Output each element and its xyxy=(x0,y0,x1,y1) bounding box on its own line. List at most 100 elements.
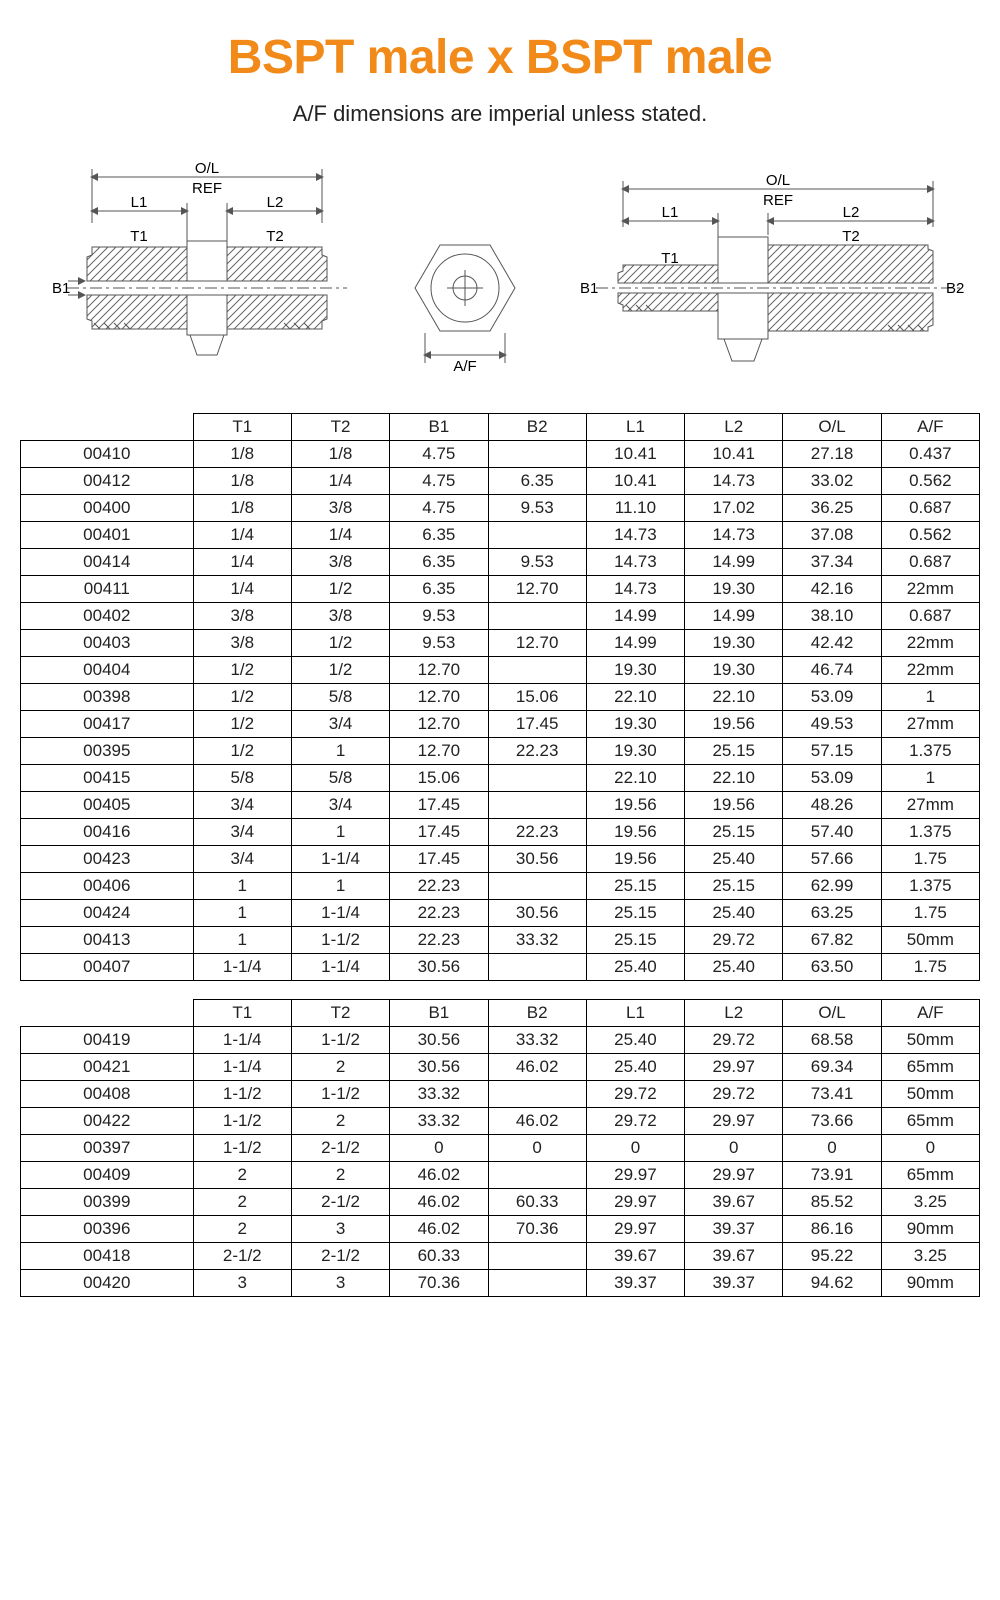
spec-cell: 29.97 xyxy=(685,1054,783,1081)
spec-cell xyxy=(488,1243,586,1270)
spec-cell: 1 xyxy=(193,873,291,900)
spec-cell: 22.23 xyxy=(390,927,488,954)
subtitle: A/F dimensions are imperial unless state… xyxy=(20,101,980,127)
spec-cell: 14.99 xyxy=(685,603,783,630)
spec-cell: 1-1/4 xyxy=(193,1054,291,1081)
spec-cell: 9.53 xyxy=(390,630,488,657)
spec-cell: 33.02 xyxy=(783,468,881,495)
spec-cell xyxy=(488,765,586,792)
spec-cell: 73.66 xyxy=(783,1108,881,1135)
spec-cell: 17.02 xyxy=(685,495,783,522)
spec-cell: 2-1/2 xyxy=(291,1243,389,1270)
table-row: 004171/23/412.7017.4519.3019.5649.5327mm xyxy=(21,711,980,738)
table-row: 003962346.0270.3629.9739.3786.1690mm xyxy=(21,1216,980,1243)
col-header: L1 xyxy=(586,414,684,441)
spec-cell: 1-1/2 xyxy=(193,1081,291,1108)
spec-cell: 10.41 xyxy=(586,441,684,468)
col-header: L2 xyxy=(685,414,783,441)
spec-cell: 57.66 xyxy=(783,846,881,873)
spec-cell: 33.32 xyxy=(390,1081,488,1108)
spec-cell xyxy=(488,1081,586,1108)
part-code: 00404 xyxy=(21,657,194,684)
table-row: 0042411-1/422.2330.5625.1525.4063.251.75 xyxy=(21,900,980,927)
spec-cell: 1-1/2 xyxy=(193,1108,291,1135)
spec-cell: 17.45 xyxy=(488,711,586,738)
spec-cell: 22.10 xyxy=(586,765,684,792)
table-row: 004121/81/44.756.3510.4114.7333.020.562 xyxy=(21,468,980,495)
spec-cell: 22mm xyxy=(881,630,979,657)
spec-cell: 5/8 xyxy=(291,684,389,711)
table-row: 004211-1/4230.5646.0225.4029.9769.3465mm xyxy=(21,1054,980,1081)
spec-cell: 1.75 xyxy=(881,954,979,981)
part-code: 00409 xyxy=(21,1162,194,1189)
spec-cell: 1/2 xyxy=(291,576,389,603)
spec-cell: 22.10 xyxy=(685,684,783,711)
part-code: 00412 xyxy=(21,468,194,495)
spec-cell: 2 xyxy=(193,1189,291,1216)
spec-cell: 33.32 xyxy=(390,1108,488,1135)
col-header: T2 xyxy=(291,1000,389,1027)
part-code: 00413 xyxy=(21,927,194,954)
table-row: 004221-1/2233.3246.0229.7229.9773.6665mm xyxy=(21,1108,980,1135)
part-code: 00417 xyxy=(21,711,194,738)
spec-cell: 6.35 xyxy=(390,522,488,549)
col-header: B2 xyxy=(488,414,586,441)
spec-cell: 3/8 xyxy=(193,603,291,630)
svg-text:O/L: O/L xyxy=(195,160,219,177)
spec-cell: 29.72 xyxy=(685,1027,783,1054)
table-row: 004071-1/41-1/430.5625.4025.4063.501.75 xyxy=(21,954,980,981)
spec-cell: 1/4 xyxy=(193,549,291,576)
spec-cell: 69.34 xyxy=(783,1054,881,1081)
spec-cell: 22.23 xyxy=(488,819,586,846)
part-code: 00401 xyxy=(21,522,194,549)
table-row: 003981/25/812.7015.0622.1022.1053.091 xyxy=(21,684,980,711)
spec-cell: 25.40 xyxy=(685,954,783,981)
spec-cell: 48.26 xyxy=(783,792,881,819)
spec-cell: 14.99 xyxy=(586,630,684,657)
col-header: O/L xyxy=(783,414,881,441)
table-row: 004155/85/815.0622.1022.1053.091 xyxy=(21,765,980,792)
spec-cell: 29.72 xyxy=(685,927,783,954)
spec-cell: 4.75 xyxy=(390,468,488,495)
table-row: 004101/81/84.7510.4110.4127.180.437 xyxy=(21,441,980,468)
svg-text:T1: T1 xyxy=(130,228,148,245)
spec-cell: 19.30 xyxy=(586,738,684,765)
col-header: T2 xyxy=(291,414,389,441)
svg-text:A/F: A/F xyxy=(453,358,476,375)
spec-cell: 33.32 xyxy=(488,927,586,954)
spec-cell: 42.16 xyxy=(783,576,881,603)
spec-cell: 19.30 xyxy=(586,657,684,684)
spec-cell: 11.10 xyxy=(586,495,684,522)
spec-cell: 1/8 xyxy=(193,468,291,495)
spec-cell: 12.70 xyxy=(488,630,586,657)
spec-cell xyxy=(488,522,586,549)
spec-cell: 1/8 xyxy=(193,441,291,468)
spec-cell: 1-1/2 xyxy=(291,927,389,954)
spec-cell xyxy=(488,441,586,468)
part-code: 00424 xyxy=(21,900,194,927)
table1-body: 004101/81/84.7510.4110.4127.180.43700412… xyxy=(21,441,980,981)
spec-cell: 1-1/4 xyxy=(291,954,389,981)
spec-cell: 0 xyxy=(390,1135,488,1162)
table-row: 004141/43/86.359.5314.7314.9937.340.687 xyxy=(21,549,980,576)
spec-cell: 33.32 xyxy=(488,1027,586,1054)
spec-cell: 1/2 xyxy=(193,711,291,738)
table-row: 004233/41-1/417.4530.5619.5625.4057.661.… xyxy=(21,846,980,873)
table-header-row: T1T2B1B2L1L2O/LA/F xyxy=(21,414,980,441)
spec-cell: 14.73 xyxy=(685,522,783,549)
spec-cell: 29.72 xyxy=(586,1081,684,1108)
spec-cell: 19.56 xyxy=(586,846,684,873)
spec-cell: 39.67 xyxy=(586,1243,684,1270)
spec-cell: 6.35 xyxy=(488,468,586,495)
part-code: 00415 xyxy=(21,765,194,792)
spec-cell: 25.40 xyxy=(685,846,783,873)
spec-cell: 3 xyxy=(291,1270,389,1297)
spec-cell: 0 xyxy=(783,1135,881,1162)
spec-cell: 1-1/4 xyxy=(193,1027,291,1054)
spec-cell: 85.52 xyxy=(783,1189,881,1216)
spec-cell: 73.91 xyxy=(783,1162,881,1189)
spec-cell: 49.53 xyxy=(783,711,881,738)
spec-cell: 42.42 xyxy=(783,630,881,657)
part-code: 00410 xyxy=(21,441,194,468)
spec-cell: 29.97 xyxy=(685,1108,783,1135)
